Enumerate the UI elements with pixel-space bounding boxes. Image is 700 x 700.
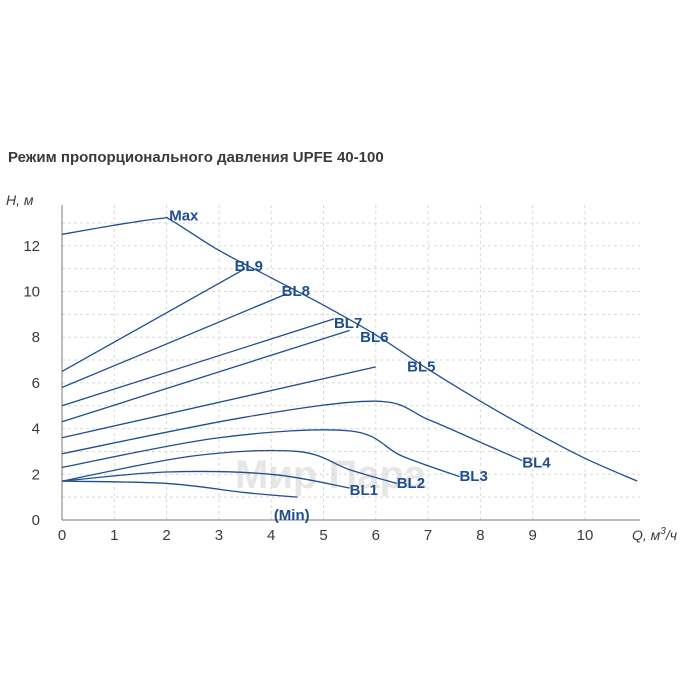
curve-bl7 [61,318,335,407]
x-tick-label: 9 [529,527,537,544]
x-tick-label: 1 [110,527,118,544]
curve-label-bl2: BL2 [397,475,425,492]
curve-min [61,480,298,498]
curve-bl5 [61,366,376,439]
chart-title: Режим пропорционального давления UPFE 40… [8,149,384,166]
curve-label-max: Max [169,208,199,225]
curve-label-bl7: BL7 [334,315,362,332]
curve-bl8 [61,293,288,389]
curve-label-bl3: BL3 [459,468,487,485]
curve-label-bl9: BL9 [235,258,263,275]
watermark-text: Мир Пара [235,453,427,497]
x-tick-label: 0 [58,527,66,544]
y-tick-label: 2 [32,466,40,483]
x-tick-label: 6 [372,527,380,544]
curve-bl6 [61,329,350,423]
x-tick-label: 4 [267,527,275,544]
curve-label-bl5: BL5 [407,358,435,375]
curve-bl1 [61,470,350,489]
curve-bl2 [61,449,397,485]
curve-label-min: (Min) [274,507,310,524]
curve-max [61,216,638,482]
curve-bl4 [61,400,523,462]
curve-bl9 [61,268,246,373]
curve-label-bl1: BL1 [350,482,378,499]
x-tick-label: 10 [577,527,594,544]
y-tick-label: 6 [32,375,40,392]
curve-label-bl6: BL6 [360,329,388,346]
x-axis-title-main: Q, м [632,527,661,543]
y-tick-label: 8 [32,329,40,346]
curve-label-bl4: BL4 [522,454,551,471]
y-axis-title: H, м [6,192,34,208]
y-tick-label: 0 [32,512,40,529]
x-axis-title: Q, м3/ч [632,526,677,543]
x-axis-title-sup: 3 [660,526,666,537]
x-tick-label: 3 [215,527,223,544]
y-tick-label: 10 [23,284,40,301]
y-tick-label: 4 [32,421,40,438]
x-tick-label: 2 [162,527,170,544]
x-axis-title-tail: /ч [665,527,677,543]
curve-bl3 [61,429,460,478]
x-tick-label: 8 [476,527,484,544]
x-tick-label: 5 [319,527,327,544]
curve-layer [61,216,638,498]
x-tick-label: 7 [424,527,432,544]
curve-label-bl8: BL8 [282,283,310,300]
y-tick-label: 12 [23,238,40,255]
grid-layer [61,205,640,520]
